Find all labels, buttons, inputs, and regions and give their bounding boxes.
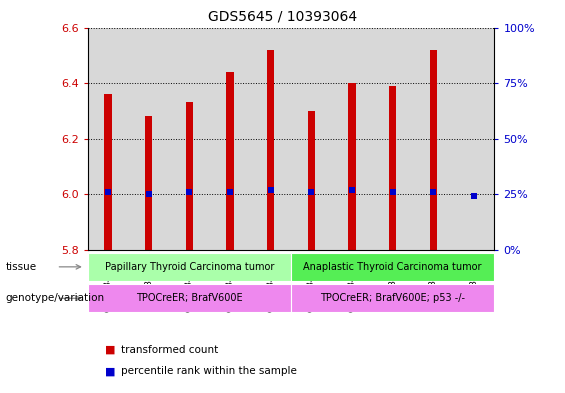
Bar (332, 28, 372, 250)
Bar (128, 28, 169, 250)
Bar (227, 72, 233, 250)
Bar (210, 28, 250, 250)
Bar (186, 103, 193, 250)
Text: transformed count: transformed count (121, 345, 219, 355)
Bar (430, 50, 437, 250)
Text: Papillary Thyroid Carcinoma tumor: Papillary Thyroid Carcinoma tumor (105, 262, 274, 272)
Text: TPOCreER; BrafV600E; p53 -/-: TPOCreER; BrafV600E; p53 -/- (320, 293, 465, 303)
Text: percentile rank within the sample: percentile rank within the sample (121, 366, 297, 376)
Bar (250, 28, 291, 250)
Bar (291, 28, 332, 250)
Bar (145, 116, 152, 250)
Text: TPOCreER; BrafV600E: TPOCreER; BrafV600E (136, 293, 242, 303)
Bar (88, 253, 291, 281)
Bar (389, 86, 396, 250)
Text: ■: ■ (105, 345, 115, 355)
Bar (454, 28, 494, 250)
Bar (349, 83, 355, 250)
Bar (105, 94, 111, 250)
Text: ■: ■ (105, 366, 115, 376)
Bar (291, 284, 494, 312)
Bar (413, 28, 454, 250)
Bar (169, 28, 210, 250)
Text: tissue: tissue (6, 262, 37, 272)
Text: genotype/variation: genotype/variation (6, 293, 105, 303)
Text: GDS5645 / 10393064: GDS5645 / 10393064 (208, 10, 357, 24)
Bar (88, 284, 291, 312)
Bar (291, 253, 494, 281)
Bar (267, 50, 274, 250)
Bar (372, 28, 413, 250)
Text: Anaplastic Thyroid Carcinoma tumor: Anaplastic Thyroid Carcinoma tumor (303, 262, 482, 272)
Bar (308, 111, 315, 250)
Bar (88, 28, 128, 250)
